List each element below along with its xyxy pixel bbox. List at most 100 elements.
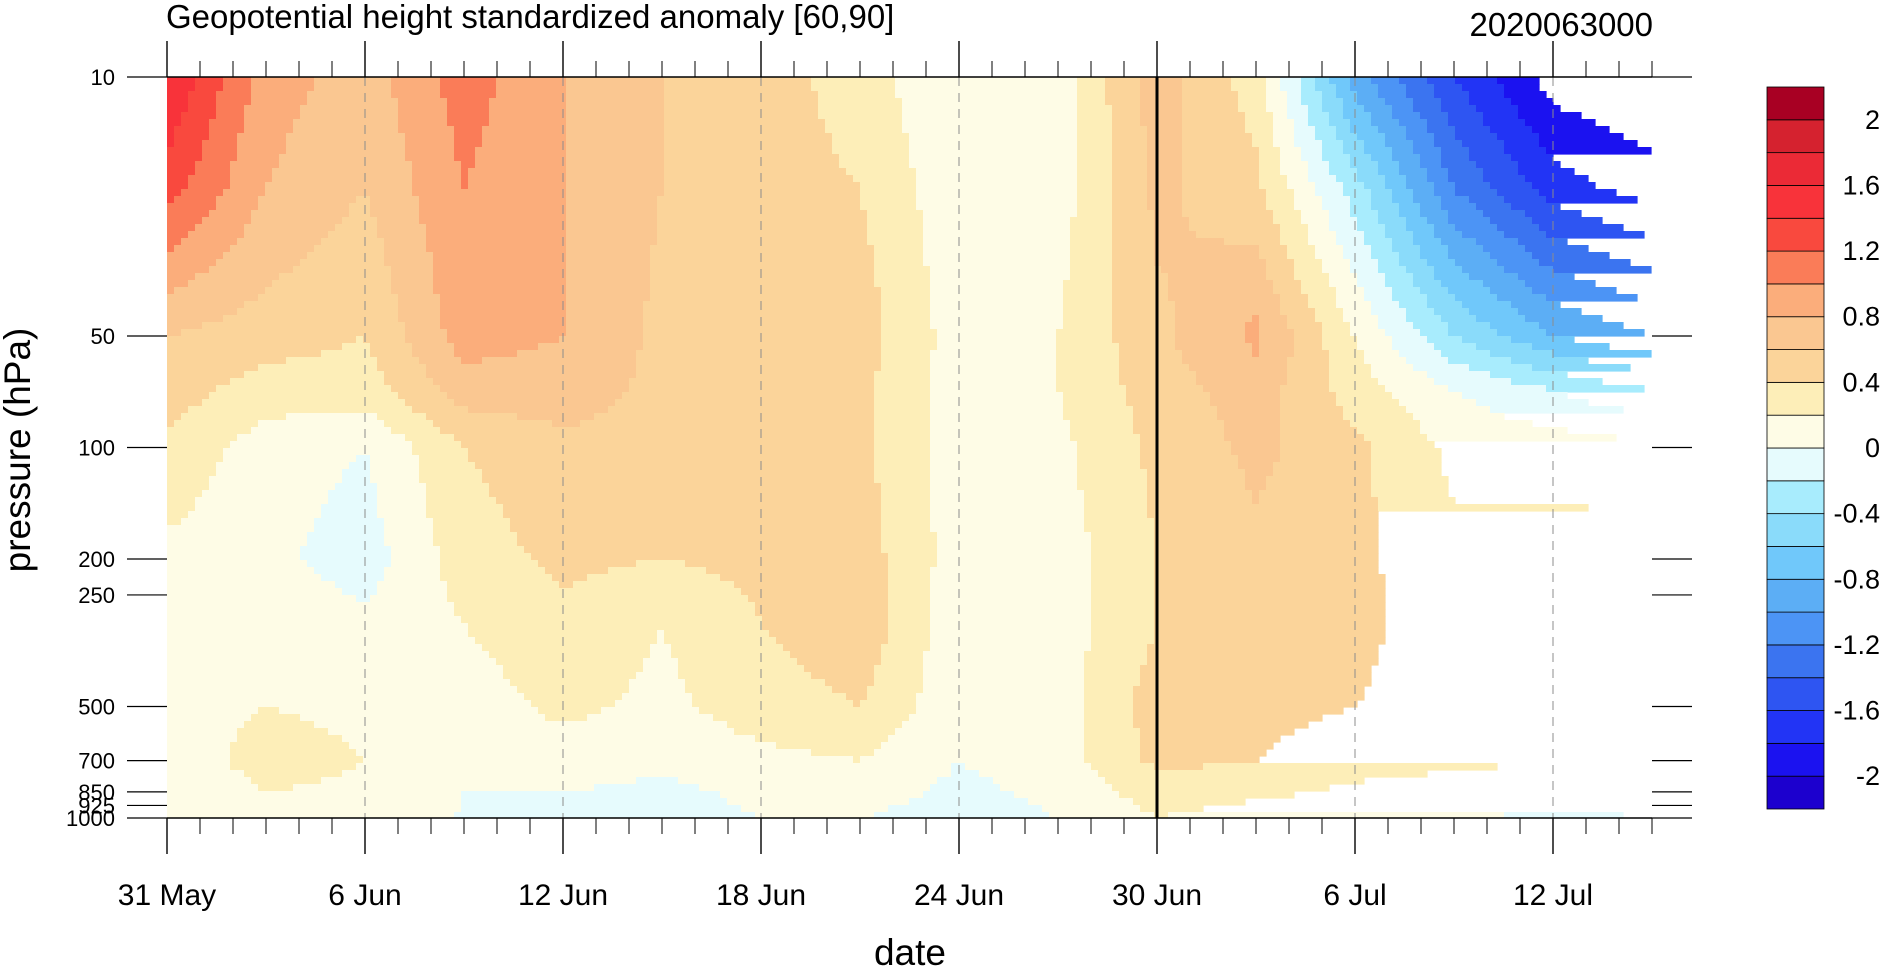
contour-cell — [1266, 203, 1295, 211]
contour-cell — [1350, 84, 1379, 92]
contour-cell — [1126, 392, 1211, 400]
contour-cell — [1378, 259, 1400, 267]
contour-cell — [1378, 210, 1400, 218]
contour-cell — [419, 357, 462, 365]
contour-cell — [167, 147, 203, 155]
contour-cell — [1224, 238, 1281, 246]
contour-cell — [832, 133, 910, 141]
contour-cell — [923, 238, 1071, 246]
contour-cell — [1294, 273, 1330, 281]
contour-cell — [1133, 413, 1218, 421]
contour-cell — [923, 252, 1071, 260]
contour-cell — [1378, 315, 1407, 323]
contour-cell — [1280, 448, 1372, 456]
chart-stamp: 2020063000 — [1469, 6, 1653, 43]
contour-cell — [1308, 168, 1330, 176]
contour-cell — [475, 154, 567, 162]
contour-cell — [433, 378, 630, 386]
contour-cell — [1469, 98, 1512, 106]
contour-cell — [1364, 294, 1393, 302]
contour-cell — [489, 483, 882, 491]
contour-cell — [167, 707, 259, 715]
contour-cell — [307, 539, 385, 547]
contour-cell — [1084, 756, 1141, 764]
contour-cell — [461, 175, 469, 183]
contour-cell — [167, 210, 210, 218]
contour-cell — [195, 84, 224, 92]
contour-cell — [1182, 350, 1253, 358]
contour-cell — [1329, 119, 1351, 127]
contour-cell — [1147, 644, 1379, 652]
contour-cell — [237, 147, 287, 155]
x-tick-label: 30 Jun — [1112, 879, 1202, 912]
contour-cell — [1546, 196, 1638, 204]
contour-cell — [167, 371, 245, 379]
contour-cell — [272, 168, 413, 176]
contour-cell — [167, 784, 259, 792]
contour-cell — [1532, 364, 1631, 372]
contour-cell — [384, 539, 434, 547]
contour-cell — [930, 413, 1064, 421]
contour-cell — [741, 588, 889, 596]
contour-cell — [1112, 287, 1169, 295]
contour-cell — [825, 126, 903, 134]
contour-cell — [1147, 196, 1183, 204]
contour-cell — [1231, 448, 1281, 456]
contour-cell — [391, 266, 434, 274]
contour-cell — [1322, 154, 1351, 162]
contour-cell — [482, 126, 567, 134]
contour-cell — [167, 154, 203, 162]
contour-cell — [1259, 315, 1288, 323]
contour-cell — [923, 679, 1085, 687]
contour-cell — [1322, 203, 1351, 211]
contour-cell — [1511, 336, 1575, 344]
contour-cell — [440, 322, 567, 330]
contour-cell — [1112, 224, 1155, 232]
contour-cell — [1525, 315, 1603, 323]
contour-cell — [377, 490, 427, 498]
contour-cell — [1301, 280, 1330, 288]
contour-cell — [1112, 119, 1141, 127]
contour-cell — [916, 182, 1078, 190]
contour-cell — [1490, 322, 1540, 330]
contour-cell — [1112, 315, 1176, 323]
contour-cell — [783, 644, 882, 652]
contour-cell — [1126, 385, 1204, 393]
contour-cell — [1371, 441, 1435, 449]
contour-cell — [370, 343, 413, 351]
contour-cell — [230, 441, 413, 449]
contour-cell — [391, 560, 441, 568]
contour-cell — [1329, 217, 1358, 225]
contour-cell — [195, 273, 280, 281]
contour-cell — [440, 91, 497, 99]
contour-cell — [1322, 98, 1344, 106]
contour-cell — [650, 651, 672, 659]
contour-cell — [1091, 609, 1155, 617]
contour-cell — [167, 497, 196, 505]
contour-cell — [251, 77, 315, 85]
contour-cell — [1266, 189, 1295, 197]
contour-cell — [1077, 189, 1113, 197]
contour-cell — [1490, 406, 1624, 414]
contour-cell — [286, 357, 378, 365]
contour-cell — [636, 371, 875, 379]
contour-cell — [223, 189, 266, 197]
contour-cell — [1112, 238, 1155, 246]
contour-cell — [1357, 280, 1386, 288]
contour-cell — [440, 77, 497, 85]
contour-cell — [811, 672, 875, 680]
contour-cell — [1266, 259, 1295, 267]
contour-cell — [1280, 154, 1302, 162]
contour-cell — [888, 609, 931, 617]
contour-cell — [1133, 693, 1365, 701]
contour-cell — [1070, 224, 1113, 232]
contour-cell — [1329, 224, 1358, 232]
contour-cell — [384, 518, 434, 526]
contour-cell — [1364, 287, 1393, 295]
contour-cell — [496, 497, 882, 505]
contour-cell — [825, 119, 903, 127]
contour-cell — [447, 98, 490, 106]
contour-cell — [657, 203, 861, 211]
contour-cell — [391, 287, 434, 295]
contour-cell — [237, 133, 287, 141]
